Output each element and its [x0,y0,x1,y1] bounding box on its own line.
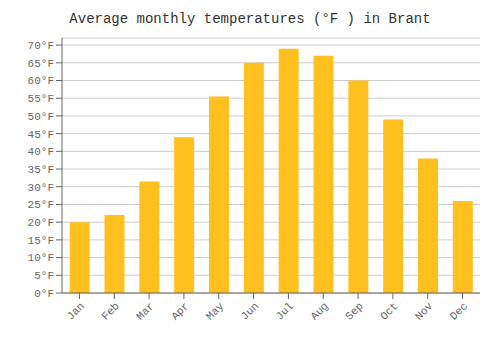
svg-text:60°F: 60°F [28,75,54,87]
svg-text:Dec: Dec [448,300,470,322]
svg-text:5°F: 5°F [34,270,54,282]
svg-text:70°F: 70°F [28,40,54,52]
svg-text:Jan: Jan [65,300,87,322]
svg-text:Sep: Sep [343,300,365,322]
svg-text:Aug: Aug [308,300,330,322]
svg-text:10°F: 10°F [28,252,54,264]
svg-text:25°F: 25°F [28,199,54,211]
svg-text:Jun: Jun [239,300,261,322]
svg-text:Nov: Nov [413,300,436,323]
svg-text:15°F: 15°F [28,235,54,247]
svg-text:40°F: 40°F [28,146,54,158]
svg-text:Oct: Oct [378,300,400,322]
svg-text:May: May [204,300,227,323]
svg-text:20°F: 20°F [28,217,54,229]
svg-text:0°F: 0°F [34,288,54,300]
svg-text:Apr: Apr [169,300,191,322]
svg-text:50°F: 50°F [28,111,54,123]
svg-text:35°F: 35°F [28,164,54,176]
svg-text:Jul: Jul [274,300,296,322]
svg-text:55°F: 55°F [28,93,54,105]
svg-text:Mar: Mar [134,300,156,322]
svg-text:65°F: 65°F [28,58,54,70]
svg-text:45°F: 45°F [28,129,54,141]
svg-text:Feb: Feb [99,300,121,322]
html-text:Average monthly temperatures (: Average monthly temperatures (°F ) in Br… [69,11,431,27]
svg-text:30°F: 30°F [28,182,54,194]
